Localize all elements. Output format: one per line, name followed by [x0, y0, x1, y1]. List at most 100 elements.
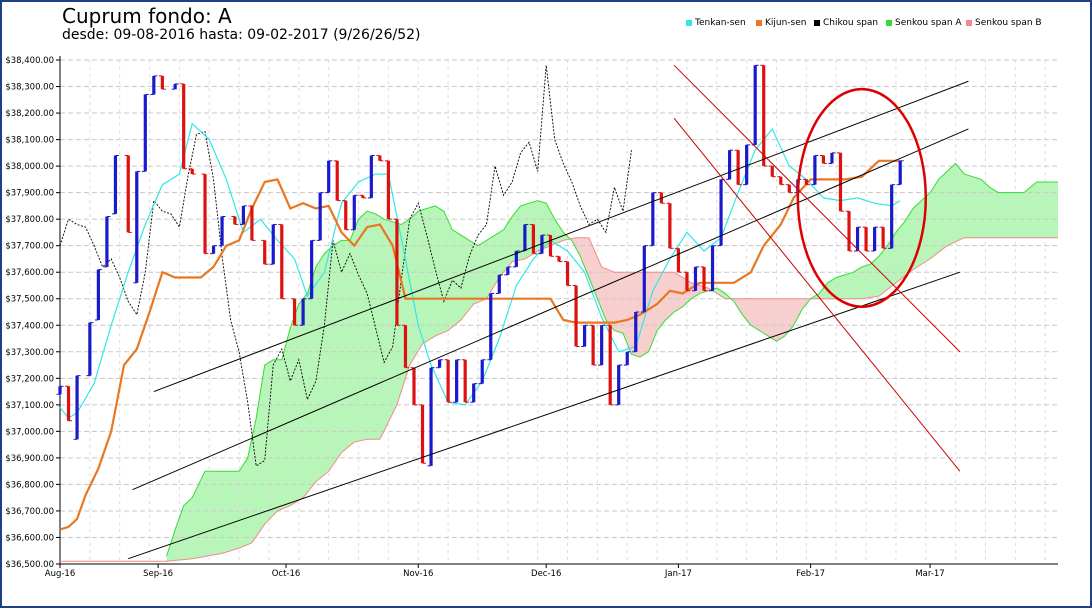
candle-down	[531, 224, 536, 254]
legend-item-senkou-span-b: Senkou span B	[966, 18, 1042, 28]
legend-swatch-chikou-span	[814, 20, 820, 26]
candle-down	[608, 325, 612, 405]
candle-up	[855, 227, 860, 251]
candle-down	[779, 176, 783, 185]
kijun-sen-line	[59, 159, 901, 531]
candle-up	[318, 192, 322, 241]
candle-up	[211, 245, 216, 254]
candle-up	[523, 224, 527, 251]
candle-up	[241, 205, 245, 225]
x-tick-label: Jan-17	[664, 569, 692, 579]
legend-label-senkou-span-b: Senkou span B	[975, 18, 1042, 28]
candle-down	[412, 367, 416, 405]
candle-up	[753, 65, 757, 145]
candle-up	[96, 269, 100, 320]
cloud-bullish	[166, 200, 570, 562]
candle-down	[668, 203, 672, 249]
candle-down	[446, 359, 450, 403]
candle-down	[821, 155, 826, 164]
candle-down	[386, 160, 391, 220]
cloud-bullish	[712, 288, 730, 299]
candle-up	[135, 171, 139, 283]
candle-up	[514, 250, 518, 267]
candle-up	[113, 155, 118, 214]
legend-swatch-senkou-span-a	[886, 20, 892, 26]
candle-down	[182, 83, 186, 169]
candle-up	[271, 224, 275, 265]
candle-down	[403, 325, 408, 368]
trend-channel-line	[153, 80, 969, 393]
candle-down	[591, 325, 595, 366]
candle-up	[105, 216, 109, 267]
highlight-ellipse	[796, 87, 928, 308]
candle-up	[429, 367, 433, 466]
candle-up	[642, 245, 646, 312]
candle-up	[352, 195, 356, 230]
candle-up	[898, 160, 902, 185]
candle-down	[190, 168, 194, 175]
candle-up	[617, 365, 621, 405]
trend-lines	[128, 64, 969, 560]
candle-down	[864, 227, 868, 251]
y-tick-label: $38,300.00	[5, 83, 54, 93]
candle-down	[395, 219, 399, 326]
candle-down	[702, 266, 706, 291]
cloud-bearish	[571, 237, 711, 358]
candle-down	[676, 248, 681, 273]
resistance-line	[673, 64, 961, 353]
candle-up	[830, 152, 834, 164]
candle-down	[838, 152, 843, 212]
y-tick-label: $37,600.00	[5, 268, 54, 278]
trend-channel-line	[128, 271, 961, 560]
legend-swatch-senkou-span-b	[966, 20, 972, 26]
candle-down	[263, 240, 267, 265]
legend-item-tenkan-sen: Tenkan-sen	[686, 18, 746, 28]
candle-up	[220, 216, 224, 246]
legend-item-chikou-span: Chikou span	[814, 18, 878, 28]
candle-down	[160, 75, 164, 90]
candle-down	[280, 224, 284, 299]
candle-up	[58, 386, 62, 395]
candle-up	[890, 184, 894, 249]
x-tick-label: Feb-17	[796, 569, 825, 579]
candle-down	[463, 359, 467, 403]
candle-down	[548, 235, 553, 257]
candle-up	[540, 235, 544, 254]
y-tick-label: $37,700.00	[5, 242, 54, 252]
y-tick-label: $38,400.00	[5, 56, 54, 66]
y-tick-label: $38,100.00	[5, 136, 54, 146]
candle-down	[250, 205, 254, 241]
y-tick-label: $37,100.00	[5, 401, 54, 411]
candle-down	[203, 174, 207, 254]
legend-swatch-tenkan-sen	[686, 20, 692, 26]
trend-channel-line	[132, 128, 969, 491]
y-tick-label: $36,600.00	[5, 533, 54, 543]
resistance-line	[673, 118, 961, 472]
candle-up	[693, 266, 698, 291]
y-tick-label: $36,500.00	[5, 560, 54, 570]
candle-down	[736, 150, 740, 185]
candle-up	[497, 274, 501, 294]
x-tick-label: Aug-16	[45, 569, 75, 579]
candle-down	[378, 155, 382, 161]
candle-down	[787, 184, 791, 193]
legend-item-kijun-sen: Kijun-sen	[756, 18, 807, 28]
y-tick-label: $36,900.00	[5, 454, 54, 464]
y-tick-label: $37,500.00	[5, 295, 54, 305]
candle-up	[301, 298, 305, 326]
candle-down	[344, 200, 348, 230]
candle-up	[173, 83, 177, 90]
y-tick-label: $37,400.00	[5, 321, 54, 331]
y-tick-label: $37,200.00	[5, 374, 54, 384]
candle-up	[873, 227, 877, 251]
candle-down	[685, 272, 689, 291]
x-tick-label: Dec-16	[531, 569, 561, 579]
candle-down	[565, 261, 570, 286]
candle-up	[327, 160, 331, 193]
y-tick-label: $37,800.00	[5, 215, 54, 225]
candle-up	[88, 322, 92, 376]
candle-up	[600, 325, 604, 366]
candle-up	[625, 351, 629, 366]
